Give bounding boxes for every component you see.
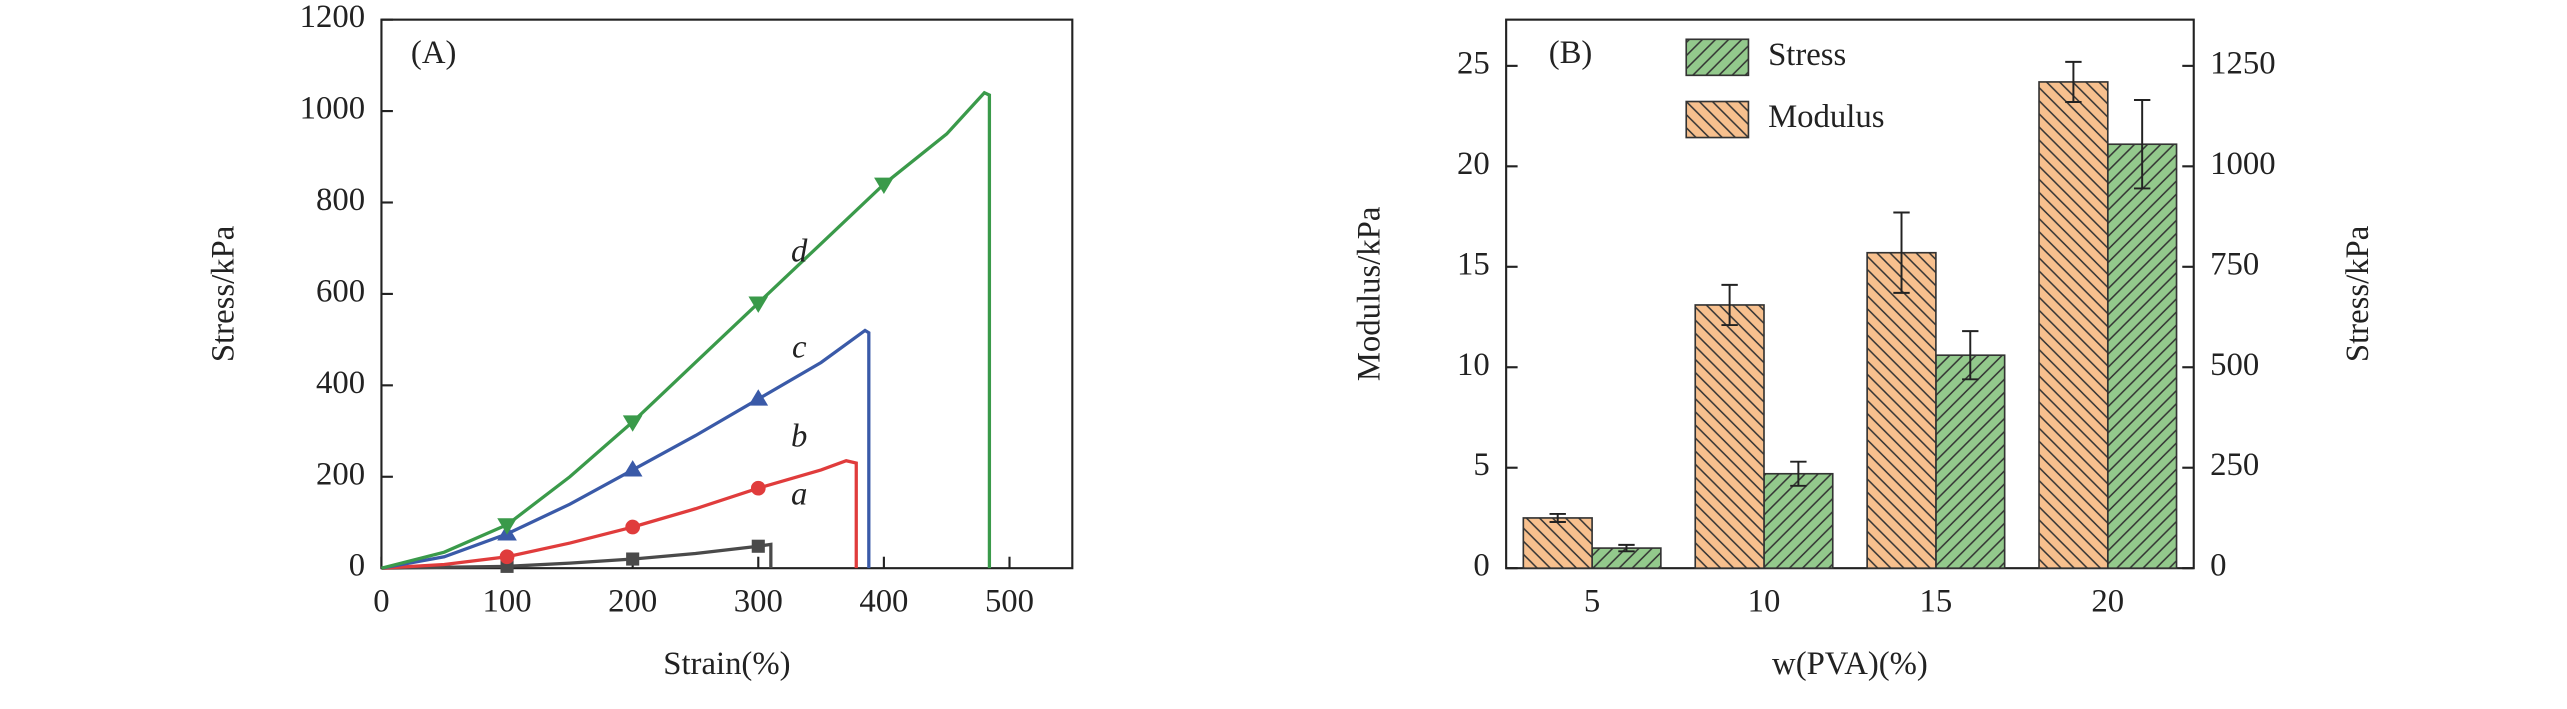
curve-label: d: [791, 233, 808, 269]
y-tick-label: 25: [1457, 45, 1490, 81]
y2-tick-label: 1000: [2210, 146, 2275, 182]
series-line: [381, 459, 858, 570]
y-tick-label: 0: [1473, 548, 1489, 584]
y-tick-label: 400: [316, 365, 365, 401]
x-axis-label: w(PVA)(%): [1772, 646, 1928, 682]
x-tick-label: 5: [1584, 584, 1600, 620]
y-tick-label: 20: [1457, 146, 1490, 182]
error-bar: [2133, 99, 2151, 190]
marker: [499, 549, 515, 565]
plot-frame: [1505, 18, 2195, 570]
y2-axis-label: Stress/kPa: [2340, 225, 2376, 362]
panel-label: (B): [1549, 35, 1593, 71]
x-tick-label: 500: [985, 584, 1034, 620]
marker: [626, 552, 640, 566]
marker: [748, 389, 769, 406]
marker: [751, 539, 765, 553]
curve-label: c: [792, 329, 807, 365]
marker: [622, 460, 643, 477]
marker: [748, 296, 769, 313]
error-bar: [1790, 460, 1807, 487]
legend-label: Modulus: [1768, 99, 1884, 135]
y2-tick-label: 750: [2210, 246, 2259, 282]
x-tick-label: 15: [1920, 584, 1953, 620]
y-axis-label: Modulus/kPa: [1351, 206, 1387, 381]
y-tick-label: 200: [316, 456, 365, 492]
marker: [874, 177, 894, 195]
x-axis-label: Strain(%): [663, 646, 790, 682]
y2-tick-label: 500: [2210, 347, 2259, 383]
bar: [1763, 472, 1834, 570]
bar: [1694, 304, 1765, 570]
y-tick-label: 1200: [300, 0, 365, 35]
error-bar: [1618, 543, 1635, 553]
error-bar: [1893, 211, 1910, 294]
error-bar: [1549, 512, 1566, 523]
error-bar: [2065, 60, 2082, 104]
x-tick-label: 400: [859, 584, 908, 620]
series-line: [381, 90, 992, 570]
x-tick-label: 10: [1748, 584, 1781, 620]
curve-label: a: [791, 477, 807, 513]
series-line: [381, 328, 871, 570]
x-tick-label: 300: [734, 584, 783, 620]
bar: [1522, 517, 1593, 570]
y-tick-label: 15: [1457, 246, 1490, 282]
x-tick-label: 100: [483, 584, 532, 620]
marker: [625, 519, 641, 535]
y-tick-label: 800: [316, 182, 365, 218]
legend-label: Stress: [1768, 37, 1846, 73]
error-bar: [1962, 330, 1979, 381]
curve-label: b: [791, 419, 807, 455]
marker: [750, 480, 766, 496]
bar: [1935, 354, 2006, 570]
y2-tick-label: 250: [2210, 447, 2259, 483]
panel-label: (A): [411, 35, 456, 71]
legend-swatch: [1685, 100, 1750, 139]
y-axis-label: Stress/kPa: [205, 225, 241, 362]
legend-swatch: [1685, 38, 1750, 77]
y-tick-label: 5: [1473, 447, 1489, 483]
y-tick-label: 1000: [300, 91, 365, 127]
x-tick-label: 200: [608, 584, 657, 620]
plot-frame: [380, 18, 1074, 570]
error-bar: [1721, 283, 1738, 327]
bar: [1866, 251, 1937, 570]
y-tick-label: 10: [1457, 347, 1490, 383]
x-tick-label: 0: [373, 584, 389, 620]
bar: [2038, 81, 2109, 570]
y-tick-label: 600: [316, 273, 365, 309]
y2-tick-label: 1250: [2210, 45, 2275, 81]
y2-tick-label: 0: [2210, 548, 2226, 584]
marker: [622, 415, 643, 432]
bar: [2106, 143, 2178, 570]
y-tick-label: 0: [349, 548, 365, 584]
x-tick-label: 20: [2091, 584, 2124, 620]
marker: [497, 518, 517, 535]
